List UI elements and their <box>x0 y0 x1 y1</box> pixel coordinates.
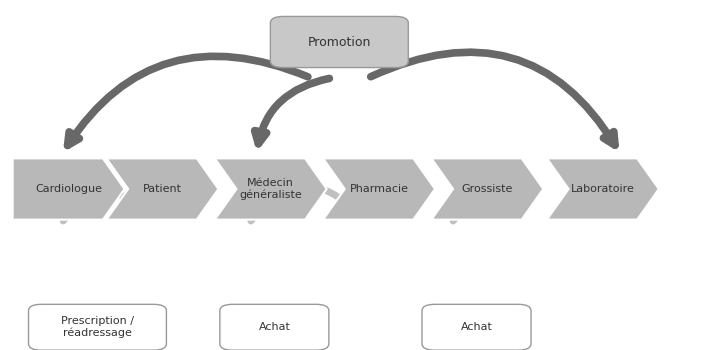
FancyArrowPatch shape <box>68 56 308 145</box>
Polygon shape <box>432 158 544 220</box>
Text: Achat: Achat <box>258 322 290 332</box>
Text: Achat: Achat <box>461 322 492 332</box>
Polygon shape <box>323 158 435 220</box>
FancyArrowPatch shape <box>63 194 149 221</box>
FancyArrowPatch shape <box>370 52 615 145</box>
FancyBboxPatch shape <box>270 16 408 68</box>
Text: Grossiste: Grossiste <box>461 184 513 194</box>
Text: Promotion: Promotion <box>308 35 371 49</box>
Text: Médecin
généraliste: Médecin généraliste <box>240 178 302 200</box>
Polygon shape <box>107 158 218 220</box>
FancyArrowPatch shape <box>453 201 513 221</box>
FancyBboxPatch shape <box>219 304 329 350</box>
Text: Prescription /
réadressage: Prescription / réadressage <box>61 316 134 338</box>
FancyBboxPatch shape <box>422 304 531 350</box>
Text: Pharmacie: Pharmacie <box>349 184 409 194</box>
FancyBboxPatch shape <box>29 304 167 350</box>
FancyArrowPatch shape <box>251 187 358 221</box>
Polygon shape <box>215 158 326 220</box>
Polygon shape <box>547 158 658 220</box>
FancyArrowPatch shape <box>255 78 329 144</box>
Polygon shape <box>13 158 124 220</box>
Text: Laboratoire: Laboratoire <box>571 184 635 194</box>
Text: Patient: Patient <box>143 184 182 194</box>
Text: Cardiologue: Cardiologue <box>35 184 102 194</box>
